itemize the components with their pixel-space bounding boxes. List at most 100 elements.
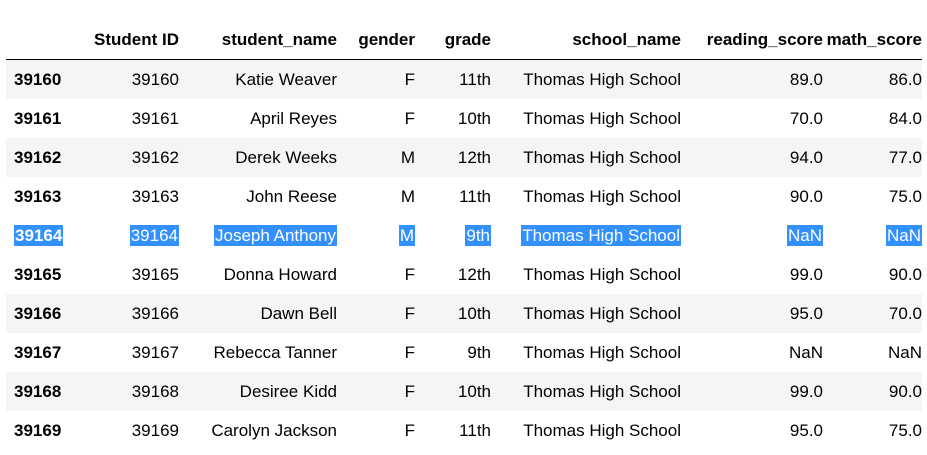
- cell-reading-score-text: 95.0: [789, 304, 823, 323]
- table-row: 39165 39165 Donna Howard F 12th Thomas High S…: [6, 255, 922, 294]
- column-header-math-score: math_score: [823, 21, 922, 60]
- cell-reading-score-text: 94.0: [789, 148, 823, 167]
- cell-math-score-text: 84.0: [888, 109, 922, 128]
- cell-reading-score: NaN: [681, 216, 823, 255]
- cell-student-name: Katie Weaver: [179, 60, 337, 100]
- cell-student-id: 39167: [82, 333, 179, 372]
- cell-grade-text: 10th: [457, 109, 491, 128]
- cell-gender-text: M: [400, 148, 415, 167]
- cell-school-name: Thomas High School: [491, 294, 681, 333]
- cell-grade-text: 11th: [459, 421, 491, 440]
- column-header-school-name: school_name: [491, 21, 681, 60]
- cell-school-name-text: Thomas High School: [523, 187, 681, 206]
- column-header-gender: gender: [337, 21, 415, 60]
- cell-math-score-text: 70.0: [888, 304, 922, 323]
- column-header-grade: grade: [415, 21, 491, 60]
- table-row: 39161 39161 April Reyes F 10th Thomas High Sc…: [6, 99, 922, 138]
- cell-grade: 11th: [415, 60, 491, 100]
- cell-student-id-text: 39161: [131, 109, 179, 128]
- cell-student-id: 39161: [82, 99, 179, 138]
- cell-reading-score: 99.0: [681, 372, 823, 411]
- cell-student-id: 39165: [82, 255, 179, 294]
- cell-gender: F: [337, 411, 415, 450]
- cell-grade: 10th: [415, 294, 491, 333]
- cell-gender: F: [337, 255, 415, 294]
- cell-gender: F: [337, 99, 415, 138]
- row-index: 39165: [6, 255, 82, 294]
- cell-school-name-text: Thomas High School: [523, 304, 681, 323]
- cell-student-name-text: John Reese: [246, 187, 337, 206]
- cell-grade: 12th: [415, 138, 491, 177]
- row-index: 39160: [6, 60, 82, 100]
- cell-reading-score-text: NaN: [788, 343, 823, 362]
- row-index: 39169: [6, 411, 82, 450]
- cell-student-name-text: April Reyes: [250, 109, 337, 128]
- cell-student-id-text: 39160: [131, 70, 179, 89]
- cell-school-name: Thomas High School: [491, 411, 681, 450]
- cell-math-score: NaN: [823, 333, 922, 372]
- cell-math-score: NaN: [823, 216, 922, 255]
- table-row: 39163 39163 John Reese M 11th Thomas High Sch…: [6, 177, 922, 216]
- table-body: 39160 39160 Katie Weaver F 11th Thomas High S…: [6, 59, 922, 450]
- cell-student-id-text: 39163: [131, 187, 179, 206]
- dataframe-table: Student ID student_name gender grade sch…: [6, 21, 922, 450]
- row-index-label: 39167: [14, 343, 62, 362]
- cell-school-name-text: Thomas High School: [523, 148, 681, 167]
- cell-grade: 11th: [415, 177, 491, 216]
- cell-math-score: 75.0: [823, 411, 922, 450]
- cell-math-score-text: 77.0: [888, 148, 922, 167]
- cell-gender-text: F: [404, 109, 415, 128]
- column-header-student-name: student_name: [179, 21, 337, 60]
- column-header-index: [6, 21, 82, 60]
- table-row: 39167 39167 Rebecca Tanner F 9th Thomas High …: [6, 333, 922, 372]
- row-index: 39166: [6, 294, 82, 333]
- cell-student-id-text: 39164: [129, 225, 179, 246]
- cell-reading-score: 70.0: [681, 99, 823, 138]
- cell-grade: 9th: [415, 216, 491, 255]
- cell-school-name-text: Thomas High School: [523, 343, 681, 362]
- cell-student-name-text: Donna Howard: [223, 265, 337, 284]
- row-index: 39161: [6, 99, 82, 138]
- cell-math-score: 90.0: [823, 255, 922, 294]
- cell-school-name-text: Thomas High School: [523, 265, 681, 284]
- cell-math-score-text: 75.0: [888, 187, 922, 206]
- cell-student-id: 39169: [82, 411, 179, 450]
- cell-gender: F: [337, 60, 415, 100]
- row-index-label: 39163: [14, 187, 62, 206]
- cell-gender-text: F: [404, 304, 415, 323]
- cell-gender: F: [337, 372, 415, 411]
- table-row: 39162 39162 Derek Weeks M 12th Thomas High Sc…: [6, 138, 922, 177]
- row-index-label: 39160: [14, 70, 62, 89]
- cell-gender: F: [337, 294, 415, 333]
- cell-gender-text: M: [400, 187, 415, 206]
- table-row: 39164 39164 Joseph Anthony M 9th Thomas High …: [6, 216, 922, 255]
- cell-reading-score-text: 99.0: [789, 382, 823, 401]
- cell-math-score-text: NaN: [885, 225, 922, 246]
- cell-school-name: Thomas High School: [491, 255, 681, 294]
- cell-reading-score-text: 99.0: [789, 265, 823, 284]
- cell-student-id-text: 39169: [131, 421, 179, 440]
- cell-student-id: 39162: [82, 138, 179, 177]
- cell-student-id: 39164: [82, 216, 179, 255]
- cell-school-name: Thomas High School: [491, 138, 681, 177]
- row-index-label: 39165: [14, 265, 62, 284]
- cell-math-score-text: 90.0: [888, 382, 922, 401]
- cell-school-name: Thomas High School: [491, 372, 681, 411]
- cell-grade-text: 10th: [457, 382, 491, 401]
- table-row: 39169 39169 Carolyn Jackson F 11th Thomas Hig…: [6, 411, 922, 450]
- cell-math-score: 90.0: [823, 372, 922, 411]
- cell-reading-score: 95.0: [681, 411, 823, 450]
- cell-grade-text: 10th: [457, 304, 491, 323]
- cell-gender: M: [337, 216, 415, 255]
- cell-reading-score-text: NaN: [786, 225, 823, 246]
- row-index: 39163: [6, 177, 82, 216]
- cell-reading-score-text: 89.0: [789, 70, 823, 89]
- cell-gender: M: [337, 177, 415, 216]
- cell-grade: 10th: [415, 372, 491, 411]
- cell-grade: 11th: [415, 411, 491, 450]
- table-row: 39160 39160 Katie Weaver F 11th Thomas High S…: [6, 59, 922, 100]
- cell-student-name: Desiree Kidd: [179, 372, 337, 411]
- cell-grade: 9th: [415, 333, 491, 372]
- table-row: 39166 39166 Dawn Bell F 10th Thomas High Scho…: [6, 294, 922, 333]
